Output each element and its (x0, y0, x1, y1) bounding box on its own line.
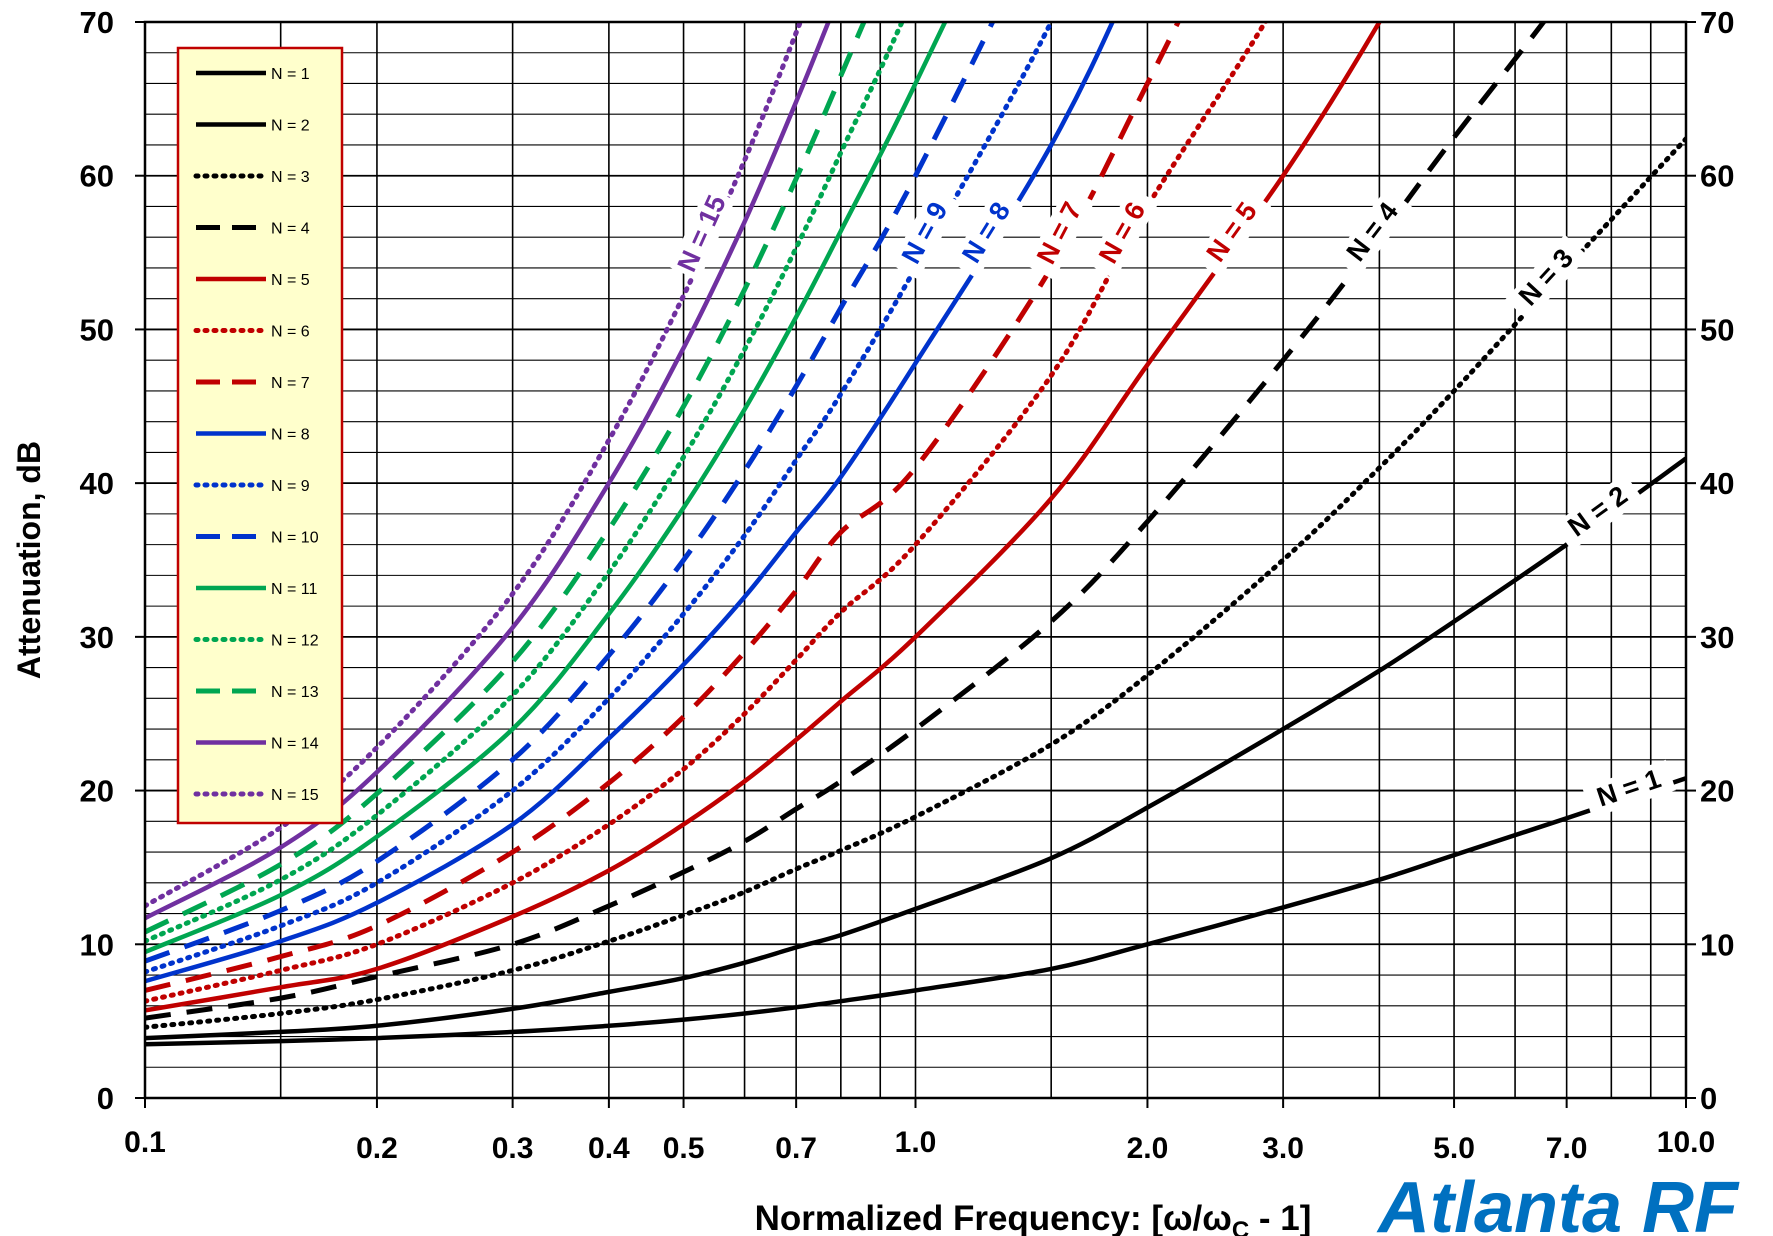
x-tick-label: 7.0 (1546, 1132, 1588, 1165)
legend-label: N = 12 (271, 633, 319, 650)
curve-label-background (1193, 187, 1272, 278)
legend-label: N = 1 (271, 66, 310, 83)
y-tick-label-right: 20 (1700, 774, 1734, 809)
x-tick-label: 0.4 (588, 1132, 630, 1165)
series-line-n7 (145, 22, 1181, 993)
x-tick-label: 0.1 (124, 1126, 166, 1159)
legend-label: N = 10 (271, 530, 319, 547)
y-tick-label-left: 20 (80, 774, 114, 809)
legend-label: N = 11 (271, 581, 318, 598)
y-tick-label-right: 50 (1700, 312, 1734, 347)
y-tick-label-left: 60 (80, 159, 114, 194)
x-tick-label: 1.0 (895, 1126, 937, 1159)
y-tick-label-left: 50 (80, 312, 114, 347)
series-line-n3 (145, 136, 1686, 1030)
y-tick-label-left: 40 (80, 466, 114, 501)
grid-lines (144, 21, 1687, 1099)
x-tick-label: 5.0 (1433, 1132, 1475, 1165)
legend-label: N = 9 (271, 478, 310, 495)
y-tick-label-right: 60 (1700, 159, 1734, 194)
legend-label: N = 15 (271, 787, 319, 804)
curve-label-background (1025, 187, 1095, 280)
series-line-n12 (145, 22, 905, 944)
series-curves (145, 22, 1686, 1047)
x-axis-title: Normalized Frequency: [ω/ωC - 1] (755, 1199, 1312, 1236)
x-axis-title-tail: - 1] (1249, 1199, 1311, 1236)
series-line-n5 (145, 22, 1382, 1013)
series-line-n6 (145, 22, 1269, 1004)
legend-label: N = 3 (271, 169, 310, 186)
x-axis-title-main: Normalized Frequency: [ω/ω (755, 1199, 1232, 1236)
series-line-n4 (145, 22, 1547, 1021)
x-tick-label: 0.3 (492, 1132, 534, 1165)
series-line-n15 (145, 22, 803, 909)
y-tick-label-right: 30 (1700, 620, 1734, 655)
x-tick-label: 10.0 (1657, 1126, 1715, 1159)
x-axis-title-subscript: C (1232, 1217, 1249, 1236)
y-tick-label-left: 10 (80, 927, 114, 962)
y-axis-title: Attenuation, dB (11, 441, 47, 679)
x-tick-label: 2.0 (1127, 1132, 1169, 1165)
y-tick-label-right: 40 (1700, 466, 1734, 501)
y-tick-label-left: 70 (80, 5, 114, 40)
series-line-n10 (145, 22, 996, 964)
legend-label: N = 8 (271, 427, 310, 444)
legend-label: N = 7 (271, 375, 310, 392)
curve-label-background (1087, 187, 1159, 280)
legend-label: N = 14 (271, 736, 319, 753)
legend-label: N = 4 (271, 221, 310, 238)
x-tick-label: 0.5 (663, 1132, 705, 1165)
y-tick-label-left: 30 (80, 620, 114, 655)
y-tick-label-right: 70 (1700, 5, 1734, 40)
legend-label: N = 5 (271, 272, 310, 289)
y-tick-label-left: 0 (97, 1081, 114, 1116)
curve-label-background (1553, 473, 1644, 551)
legend-label: N = 2 (271, 118, 310, 135)
legend: N = 1 N = 2 N = 3 N = 4 N = 5 N = 6 N = 7 N = 8… (176, 46, 344, 825)
y-tick-label-right: 10 (1700, 927, 1734, 962)
curve-label-background (950, 187, 1024, 279)
legend-label: N = 13 (271, 684, 319, 701)
series-line-n14 (145, 22, 831, 921)
series-line-n13 (145, 22, 867, 935)
axis-ticks: 0.1 0.2 0.3 0.4 0.5 0.7 1.0 2.0 3.0 5.0 7.0 10.0 0 0 1… (80, 5, 1735, 1165)
legend-label: N = 6 (271, 324, 310, 341)
curve-label-background (1505, 234, 1589, 322)
series-line-n11 (145, 22, 948, 955)
x-tick-label: 3.0 (1262, 1132, 1304, 1165)
curve-label-background (1582, 759, 1676, 819)
curve-label-background (1333, 187, 1413, 278)
x-tick-label: 0.2 (356, 1132, 398, 1165)
curve-label-background (669, 187, 736, 281)
curve-label-background (890, 187, 961, 280)
series-line-n1 (145, 776, 1686, 1047)
y-tick-label-right: 0 (1700, 1081, 1717, 1116)
series-line-n2 (145, 456, 1686, 1041)
x-tick-label: 0.7 (775, 1132, 817, 1165)
brand-logo: Atlanta RF (1376, 1168, 1740, 1236)
